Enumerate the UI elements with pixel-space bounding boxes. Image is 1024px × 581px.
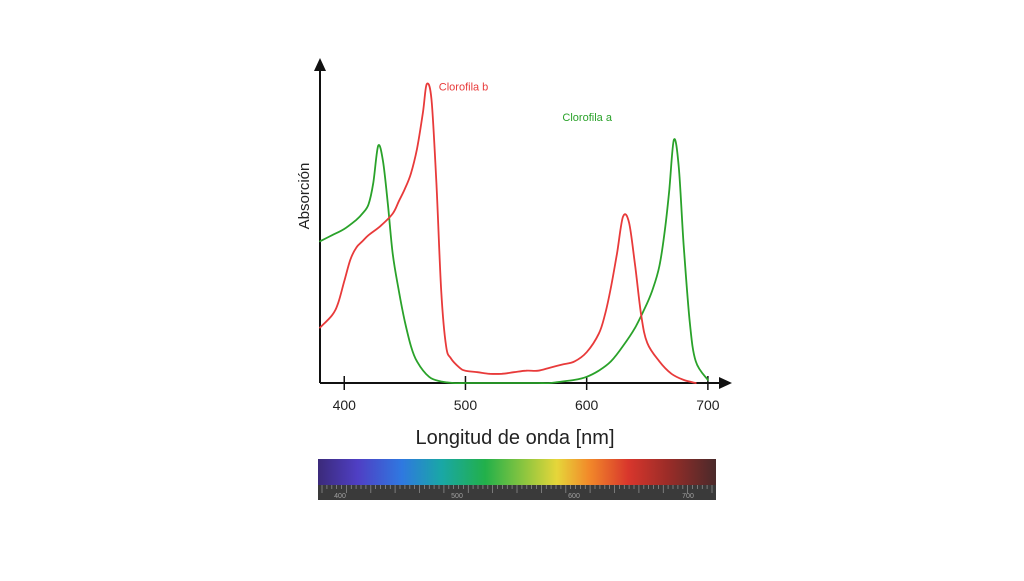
- y-axis-arrow: [314, 58, 326, 71]
- annotation-clorofila-a: Clorofila a: [562, 112, 612, 124]
- annotation-clorofila-b: Clorofila b: [439, 81, 489, 93]
- x-ticks: 400 500 600 700: [333, 376, 720, 413]
- y-axis-label: Absorción: [296, 163, 313, 230]
- annotations: Clorofila b Clorofila a: [439, 81, 613, 124]
- spectrum-label-700: 700: [682, 493, 694, 500]
- spectrum-minor-ticks: [321, 485, 713, 493]
- series-lines: [319, 82, 709, 385]
- spectrum-label-500: 500: [451, 493, 463, 500]
- spectrum-label-400: 400: [334, 493, 346, 500]
- spectrum-gradient: [318, 459, 716, 485]
- x-axis-label: Longitud de onda [nm]: [415, 427, 614, 449]
- x-axis-arrow: [719, 377, 732, 389]
- x-tick-label-400: 400: [333, 397, 357, 413]
- spectrum-label-600: 600: [568, 493, 580, 500]
- spectrum-bar: 400 500 600 700: [318, 459, 716, 500]
- series-line-clorofila-b: [319, 82, 697, 384]
- series-line-clorofila-a: [319, 138, 709, 385]
- x-tick-label-700: 700: [696, 397, 720, 413]
- spectrum-labels: 400 500 600 700: [334, 493, 694, 500]
- x-tick-label-500: 500: [454, 397, 478, 413]
- x-tick-label-600: 600: [575, 397, 599, 413]
